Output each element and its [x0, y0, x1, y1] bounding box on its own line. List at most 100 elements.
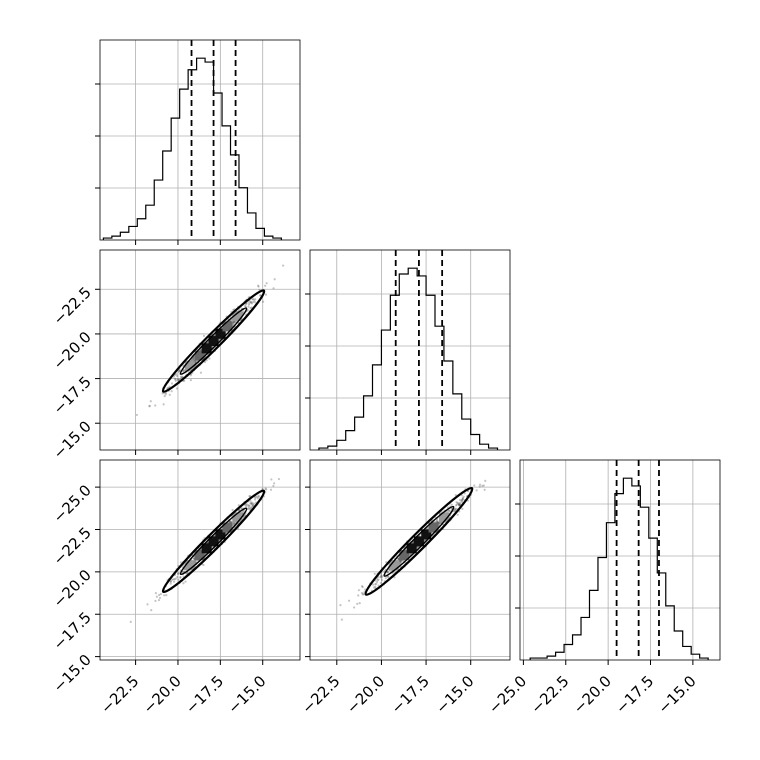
- sample-point: [252, 504, 255, 507]
- sample-point: [154, 592, 157, 595]
- x-tick-label: −22.5: [298, 672, 343, 717]
- sample-point: [178, 369, 181, 372]
- sample-point: [360, 591, 364, 595]
- sample-point: [353, 606, 356, 609]
- sample-point: [182, 370, 185, 373]
- density-cell: [215, 328, 226, 339]
- sample-point: [206, 341, 209, 344]
- sample-point: [264, 284, 267, 287]
- sample-point: [387, 576, 390, 579]
- sample-point: [454, 507, 457, 510]
- sample-point: [155, 595, 159, 598]
- sample-point: [374, 585, 377, 588]
- x-tick-label: −22.5: [527, 672, 572, 717]
- sample-point: [458, 503, 462, 506]
- sample-point: [250, 501, 253, 505]
- sample-point: [245, 503, 248, 506]
- sample-point: [208, 357, 211, 360]
- sample-point: [146, 603, 149, 606]
- sample-point: [174, 377, 177, 380]
- sample-point: [244, 305, 247, 308]
- sample-point: [461, 498, 464, 501]
- sample-point: [447, 509, 451, 513]
- sample-point: [399, 561, 402, 564]
- sample-point: [194, 560, 197, 563]
- sample-point: [272, 287, 275, 290]
- sample-point: [484, 479, 487, 482]
- panel-1-1: [305, 249, 511, 455]
- sample-point: [361, 585, 364, 588]
- sample-point: [192, 357, 195, 360]
- sample-point: [247, 303, 250, 306]
- sample-point: [252, 502, 256, 505]
- sample-point: [250, 502, 253, 505]
- sample-point: [458, 503, 461, 506]
- density-cell: [399, 550, 410, 561]
- sample-point: [237, 504, 240, 507]
- y-tick-label: −15.0: [50, 417, 95, 462]
- sample-point: [483, 488, 486, 491]
- sample-point: [148, 404, 151, 407]
- sample-point: [183, 368, 186, 372]
- contour-inner: [179, 307, 248, 375]
- sample-point: [245, 302, 248, 305]
- y-tick-label: −20.0: [50, 566, 95, 611]
- sample-point: [380, 574, 383, 577]
- sample-point: [257, 284, 260, 287]
- panel-frame: [99, 459, 301, 661]
- x-tick-label: −25.0: [485, 672, 530, 717]
- sample-point: [461, 496, 464, 500]
- sample-point: [373, 572, 376, 575]
- sample-point: [254, 298, 257, 301]
- sample-point: [176, 575, 179, 579]
- sample-point: [184, 580, 187, 583]
- sample-point: [242, 510, 245, 513]
- sample-point: [168, 385, 171, 388]
- sample-point: [250, 505, 254, 508]
- sample-point: [379, 576, 382, 579]
- sample-point: [182, 369, 185, 372]
- density-cell: [388, 560, 399, 571]
- sample-point: [356, 602, 359, 606]
- sample-point: [232, 322, 235, 325]
- sample-point: [172, 580, 176, 583]
- sample-point: [380, 578, 384, 582]
- sample-point: [362, 593, 365, 596]
- sample-point: [252, 297, 255, 301]
- sample-point: [272, 484, 275, 488]
- sample-point: [250, 302, 254, 305]
- sample-point: [459, 503, 462, 506]
- sample-point: [455, 503, 459, 506]
- sample-point: [384, 576, 387, 580]
- x-tick-label: −20.0: [140, 672, 185, 717]
- panel-frame: [309, 249, 511, 451]
- density-cell: [428, 522, 439, 533]
- sample-point: [244, 503, 247, 506]
- sample-point: [135, 413, 138, 417]
- sample-point: [456, 501, 459, 504]
- sample-point: [176, 377, 180, 381]
- sample-point: [174, 577, 177, 580]
- contour-outer: [161, 489, 266, 594]
- sample-point: [453, 508, 456, 511]
- sample-point: [259, 294, 262, 297]
- sample-point: [248, 505, 251, 508]
- sample-point: [250, 301, 253, 304]
- sample-point: [358, 602, 361, 605]
- density-cell: [421, 529, 432, 540]
- sample-point: [357, 594, 360, 597]
- sample-point: [186, 571, 189, 574]
- sample-point: [232, 321, 235, 324]
- sample-point: [361, 585, 364, 589]
- sample-point: [375, 582, 378, 585]
- density-cell: [406, 543, 417, 554]
- panel-frame: [309, 459, 511, 661]
- sample-point: [250, 301, 253, 304]
- sample-point: [244, 513, 247, 517]
- sample-point: [249, 306, 252, 309]
- contour-outer: [364, 486, 474, 596]
- sample-point: [433, 520, 436, 523]
- sample-point: [249, 300, 252, 303]
- sample-point: [194, 360, 197, 363]
